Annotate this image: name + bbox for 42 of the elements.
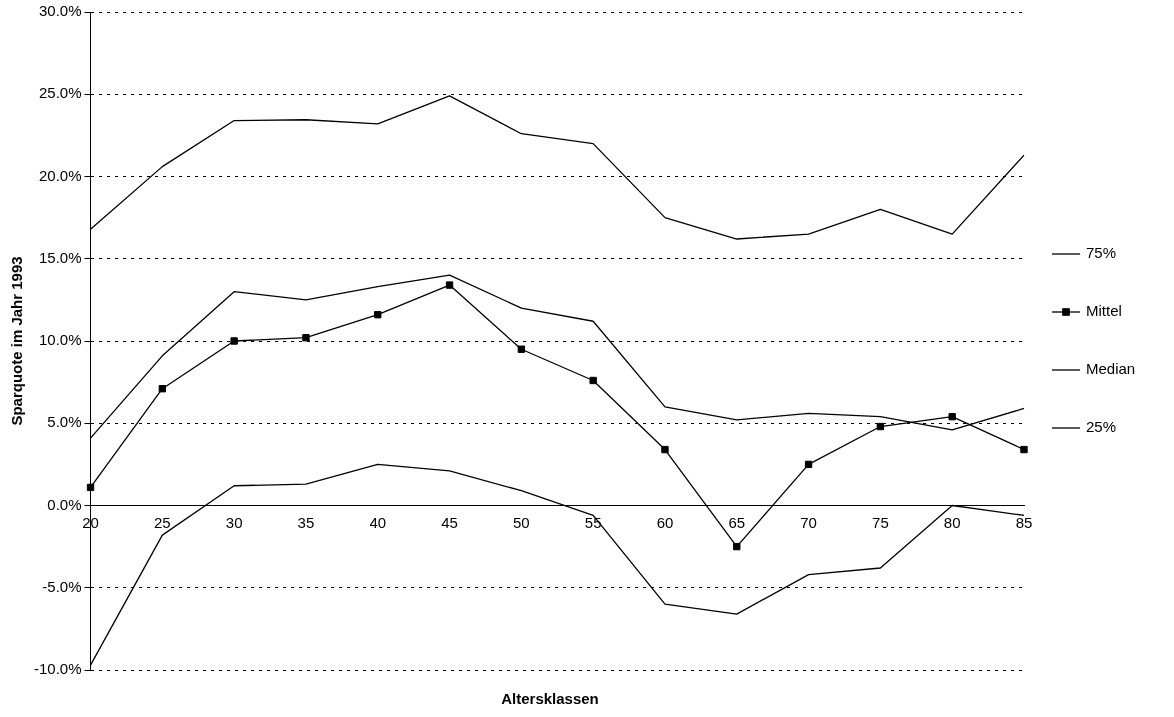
x-tick-label: 25 [153, 513, 171, 531]
x-tick-label: 30 [225, 513, 243, 531]
legend-label: Median [1086, 360, 1136, 378]
x-tick-label: 80 [943, 513, 961, 531]
point [1020, 445, 1028, 454]
x-tick-label: 35 [297, 513, 315, 531]
point [661, 445, 669, 454]
point [517, 345, 526, 353]
point [158, 385, 167, 393]
y-tick-label: 20.0% [38, 166, 82, 184]
point [374, 311, 382, 319]
x-tick-label: 45 [441, 513, 458, 531]
y-tick-label: -10.0% [34, 660, 82, 678]
y-tick-label: 30.0% [38, 2, 82, 20]
x-tick-label: 70 [800, 513, 817, 531]
y-tick-label: 15.0% [38, 248, 82, 266]
point [948, 412, 956, 421]
x-tick-label: 40 [369, 513, 387, 531]
x-tick-label: 75 [872, 513, 889, 531]
point [589, 376, 597, 385]
point [302, 334, 310, 342]
point [876, 422, 885, 431]
y-tick-label: -5.0% [42, 577, 82, 595]
y-axis-title: Sparquote im Jahr 1993 [8, 256, 26, 426]
x-tick-label: 65 [728, 513, 746, 531]
x-tick-label: 50 [513, 513, 530, 531]
x-axis-title: Altersklassen [500, 690, 600, 707]
y-tick-label: 5.0% [47, 413, 82, 431]
y-tick-label: 0.0% [47, 495, 82, 513]
x-tick-label: 55 [584, 513, 602, 531]
legend-label: 25% [1086, 418, 1117, 436]
point [733, 542, 741, 551]
x-tick-label: 60 [656, 513, 674, 531]
legend-label: 75% [1086, 244, 1117, 262]
point [445, 281, 454, 289]
point [86, 483, 95, 492]
legend-label: Mittel [1086, 302, 1122, 320]
point [230, 337, 238, 345]
x-tick-label: 85 [1015, 513, 1033, 531]
point [804, 460, 813, 469]
y-tick-label: 25.0% [38, 84, 82, 102]
y-tick-label: 10.0% [38, 331, 82, 349]
